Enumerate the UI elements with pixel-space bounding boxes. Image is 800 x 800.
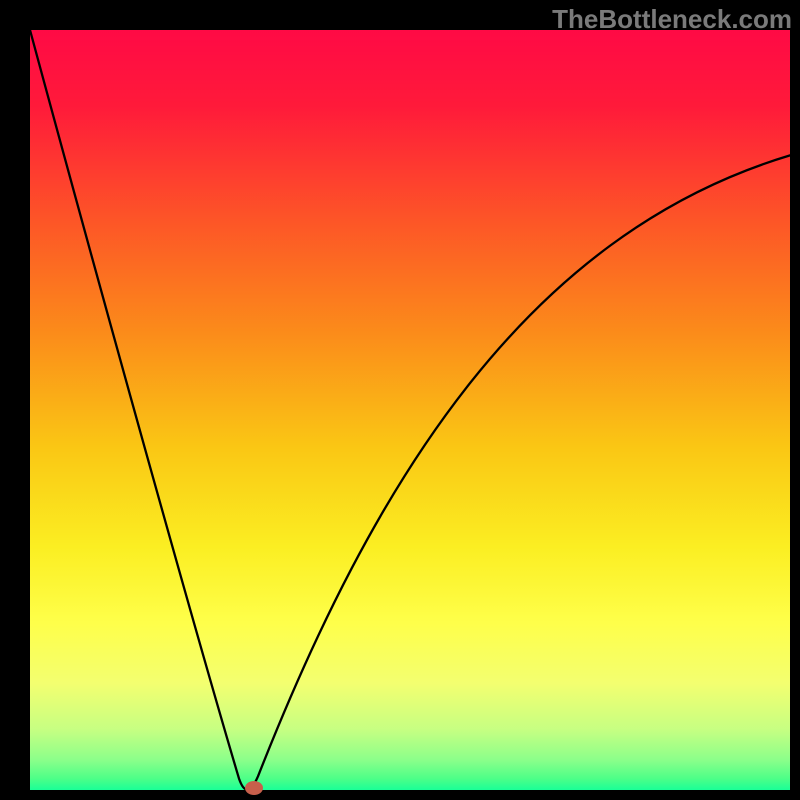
- optimum-marker: [245, 781, 263, 795]
- watermark-text: TheBottleneck.com: [552, 4, 792, 35]
- figure-root: TheBottleneck.com: [0, 0, 800, 800]
- plot-background-gradient: [30, 30, 790, 790]
